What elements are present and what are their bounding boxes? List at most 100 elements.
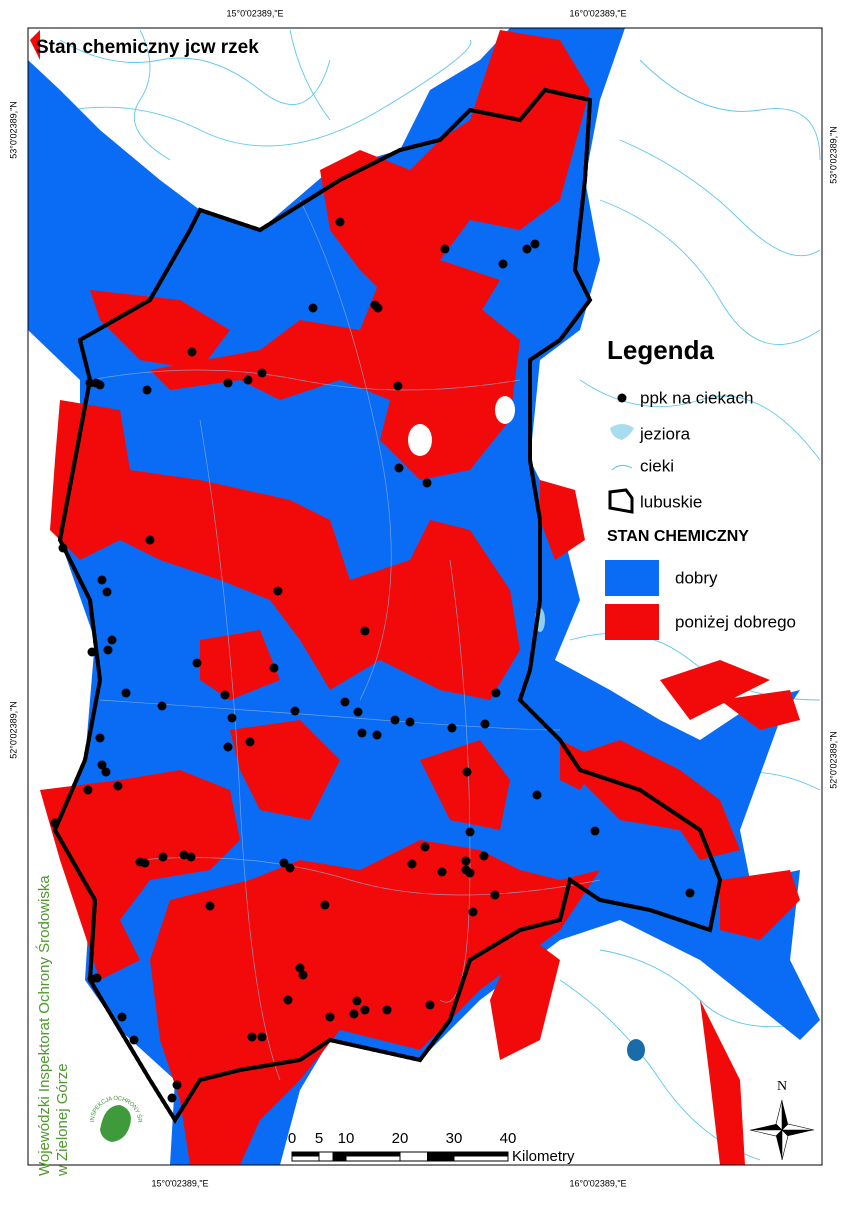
monitoring-point — [422, 478, 432, 488]
monitoring-point — [357, 728, 367, 738]
river — [29, 39, 472, 147]
monitoring-point — [490, 890, 500, 900]
publisher-line: Wojewódzki Inspektorat Ochrony Środowisk… — [35, 875, 53, 1176]
monitoring-point — [360, 626, 370, 636]
legend-title: Legenda — [607, 335, 714, 365]
legend-lake-icon — [610, 424, 634, 440]
monitoring-point — [468, 907, 478, 917]
monitoring-point — [58, 543, 68, 553]
monitoring-point — [420, 842, 430, 852]
monitoring-point — [407, 859, 417, 869]
monitoring-point — [220, 690, 230, 700]
monitoring-point — [92, 973, 102, 983]
monitoring-point — [491, 688, 501, 698]
monitoring-point — [465, 868, 475, 878]
monitoring-point — [187, 347, 197, 357]
lake — [495, 396, 515, 424]
below-good-area — [40, 770, 240, 980]
river — [133, 29, 171, 161]
monitoring-point — [95, 733, 105, 743]
monitoring-point — [113, 781, 123, 791]
arrow-part — [776, 1130, 782, 1160]
monitoring-point — [530, 239, 540, 249]
monitoring-point — [227, 713, 237, 723]
below-good-areas — [30, 30, 800, 1165]
scale-tick-label: 20 — [392, 1130, 409, 1147]
scale-block — [400, 1152, 427, 1157]
inner-river — [89, 369, 521, 391]
river — [619, 139, 821, 257]
legend-swatch — [605, 560, 659, 596]
below-good-area — [50, 400, 520, 700]
legend: Legenda ppk na ciekach jeziora cieki lub… — [605, 335, 796, 640]
monitoring-point — [295, 963, 305, 973]
lakes — [408, 396, 645, 1061]
monitoring-point — [405, 717, 415, 727]
monitoring-point — [390, 715, 400, 725]
monitoring-point — [340, 697, 350, 707]
monitoring-point — [320, 900, 330, 910]
inner-river — [199, 419, 281, 1081]
arrow-part — [782, 1100, 788, 1130]
monitoring-point — [50, 818, 60, 828]
monitoring-point — [245, 737, 255, 747]
coord-label: 16°0'02389,"E — [569, 1178, 626, 1188]
monitoring-point — [373, 303, 383, 313]
monitoring-point — [685, 888, 695, 898]
monitoring-point — [273, 586, 283, 596]
scale-tick-label: 0 — [288, 1130, 296, 1147]
monitoring-point — [223, 742, 233, 752]
monitoring-point — [353, 707, 363, 717]
monitoring-point — [257, 1032, 267, 1042]
legend-item: jeziora — [639, 424, 691, 443]
monitoring-point — [349, 1009, 359, 1019]
monitoring-point — [243, 375, 253, 385]
below-good-area — [30, 30, 230, 370]
scale-block — [305, 1156, 319, 1161]
legend-swatch — [605, 604, 659, 640]
coord-label: 52°0'02389,"N — [828, 731, 838, 789]
coord-label: 15°0'02389,"E — [151, 1178, 208, 1188]
monitoring-point — [145, 535, 155, 545]
monitoring-point — [102, 587, 112, 597]
monitoring-point — [101, 767, 111, 777]
north-arrow: N — [749, 1079, 815, 1161]
map-frame — [27, 27, 823, 1166]
monitoring-point — [308, 303, 318, 313]
monitoring-point — [97, 760, 107, 770]
scale-block — [332, 1156, 346, 1161]
legend-item: ppk na ciekach — [640, 388, 753, 407]
monitoring-point — [192, 658, 202, 668]
monitoring-point — [179, 850, 189, 860]
scale-tick-label: 10 — [338, 1130, 355, 1147]
inner-rivers — [89, 199, 601, 1081]
monitoring-point — [117, 1012, 127, 1022]
inner-river — [139, 857, 601, 896]
river — [599, 949, 821, 1028]
monitoring-point — [269, 663, 279, 673]
scale-block — [373, 1152, 400, 1157]
scale-block — [427, 1156, 454, 1161]
below-good-area — [150, 840, 600, 1165]
below-good-area — [490, 870, 800, 1165]
monitoring-point — [480, 719, 490, 729]
scale-block — [373, 1156, 400, 1161]
lake — [627, 1039, 645, 1061]
scale-block — [481, 1156, 508, 1161]
monitoring-point — [382, 1005, 392, 1015]
monitoring-point — [186, 852, 196, 862]
arrow-part — [749, 1123, 815, 1137]
below-good-area — [540, 480, 600, 790]
scale-block — [481, 1152, 508, 1157]
river — [289, 29, 331, 121]
legend-class: dobry — [675, 568, 718, 587]
monitoring-point — [462, 767, 472, 777]
scale-block — [292, 1156, 306, 1161]
monitoring-point — [498, 259, 508, 269]
monitoring-point — [142, 385, 152, 395]
monitoring-point — [532, 790, 542, 800]
scale-block — [319, 1156, 333, 1161]
monitoring-point — [129, 1035, 139, 1045]
legend-item: cieki — [640, 456, 674, 475]
scale-block — [346, 1156, 373, 1161]
